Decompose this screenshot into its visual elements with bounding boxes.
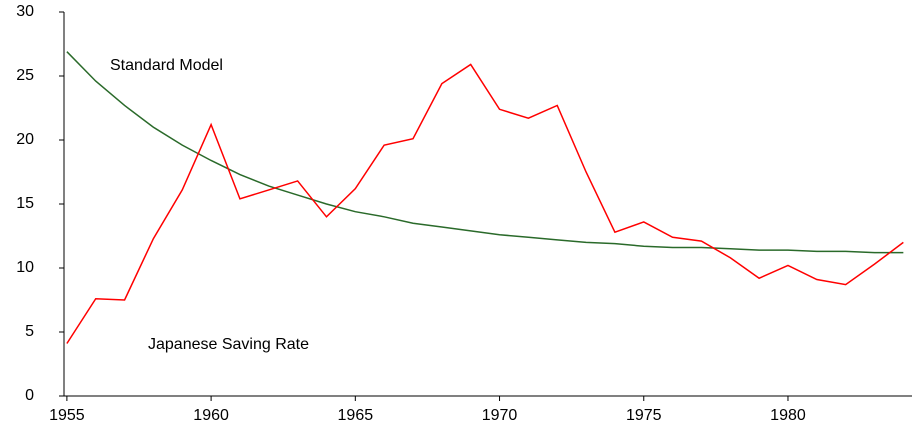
x-tick-label: 1970	[482, 407, 518, 424]
y-tick-label: 15	[16, 195, 34, 212]
x-tick-label: 1975	[626, 407, 662, 424]
y-tick-label: 25	[16, 67, 34, 84]
x-tick-label: 1980	[770, 407, 806, 424]
y-tick-label: 0	[25, 387, 34, 404]
x-tick-label: 1955	[49, 407, 85, 424]
series-label: Japanese Saving Rate	[148, 336, 309, 353]
y-tick-label: 10	[16, 259, 34, 276]
series-line	[66, 63, 904, 344]
series-label: Standard Model	[110, 57, 223, 74]
y-tick-label: 30	[16, 3, 34, 20]
x-tick-label: 1965	[338, 407, 374, 424]
x-tick-label: 1960	[193, 407, 229, 424]
y-tick-label: 5	[25, 323, 34, 340]
y-tick-label: 20	[16, 131, 34, 148]
series-line	[66, 51, 904, 254]
